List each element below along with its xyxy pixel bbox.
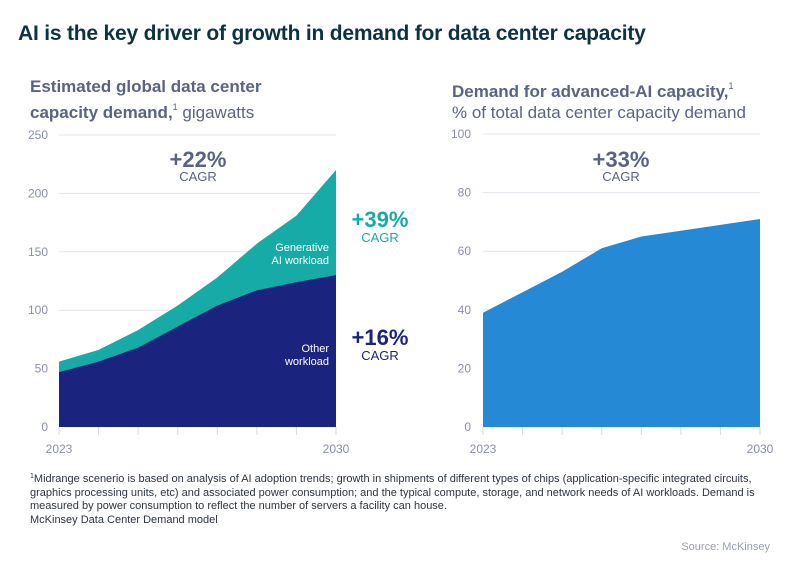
right-y-tick-label: 0 [464, 420, 471, 434]
footnote-model: McKinsey Data Center Demand model [30, 513, 218, 526]
source-note: Source: McKinsey [681, 541, 770, 553]
left-subtitle-unit: gigawatts [177, 103, 255, 122]
right-chart: 0 20 40 60 80 100 2023 2030 +33%CAGR [451, 127, 774, 456]
other-workload-cagr-label: CAGR [361, 348, 399, 363]
footnote-mark: 1 [30, 473, 34, 480]
right-y-tick-label: 20 [458, 361, 472, 375]
other-workload-label: Other [301, 343, 329, 355]
advanced-ai-cagr-label: CAGR [602, 169, 640, 184]
total-cagr-label: CAGR [179, 169, 217, 184]
left-y-tick-label: 50 [35, 362, 49, 376]
footnote-text: Midrange scenerio is based on analysis o… [30, 473, 755, 512]
generative-ai-cagr-value: +39% [352, 207, 409, 232]
other-workload-cagr-value: +16% [352, 325, 409, 350]
left-subtitle-bold: Estimated global data center capacity de… [30, 77, 262, 122]
left-y-tick-label: 100 [28, 303, 48, 317]
right-subtitle-footnote-mark: 1 [728, 81, 734, 91]
generative-ai-label: Generative [275, 242, 329, 254]
right-x-tick-label: 2023 [470, 442, 497, 456]
right-y-tick-label: 100 [451, 127, 471, 141]
left-x-tick-label: 2023 [46, 442, 73, 456]
footnote: 1Midrange scenerio is based on analysis … [30, 470, 760, 527]
right-subtitle-bold: Demand for advanced-AI capacity, [452, 82, 729, 101]
left-x-tick-label: 2030 [323, 442, 350, 456]
left-y-tick-label: 250 [28, 128, 48, 142]
generative-ai-cagr-label: CAGR [361, 230, 399, 245]
right-subtitle-unit: % of total data center capacity demand [452, 103, 746, 122]
right-y-tick-label: 40 [458, 303, 472, 317]
advanced-ai-share-area [483, 218, 760, 427]
total-cagr-value: +22% [170, 147, 227, 172]
other-workload-area [59, 275, 336, 427]
generative-ai-label: AI workload [272, 255, 329, 267]
right-x-tick-label: 2030 [747, 442, 774, 456]
other-workload-label: workload [284, 356, 329, 368]
left-y-tick-label: 200 [28, 186, 48, 200]
left-chart-subtitle: Estimated global data center capacity de… [30, 76, 320, 123]
right-chart-subtitle: Demand for advanced-AI capacity,1 % of t… [452, 76, 746, 123]
left-subtitle-footnote-mark: 1 [172, 102, 178, 112]
left-y-tick-label: 150 [28, 245, 48, 259]
left-y-tick-label: 0 [41, 420, 48, 434]
page-title: AI is the key driver of growth in demand… [18, 22, 646, 45]
advanced-ai-cagr-value: +33% [593, 147, 650, 172]
right-y-tick-label: 60 [458, 244, 472, 258]
right-y-tick-label: 80 [458, 186, 472, 200]
